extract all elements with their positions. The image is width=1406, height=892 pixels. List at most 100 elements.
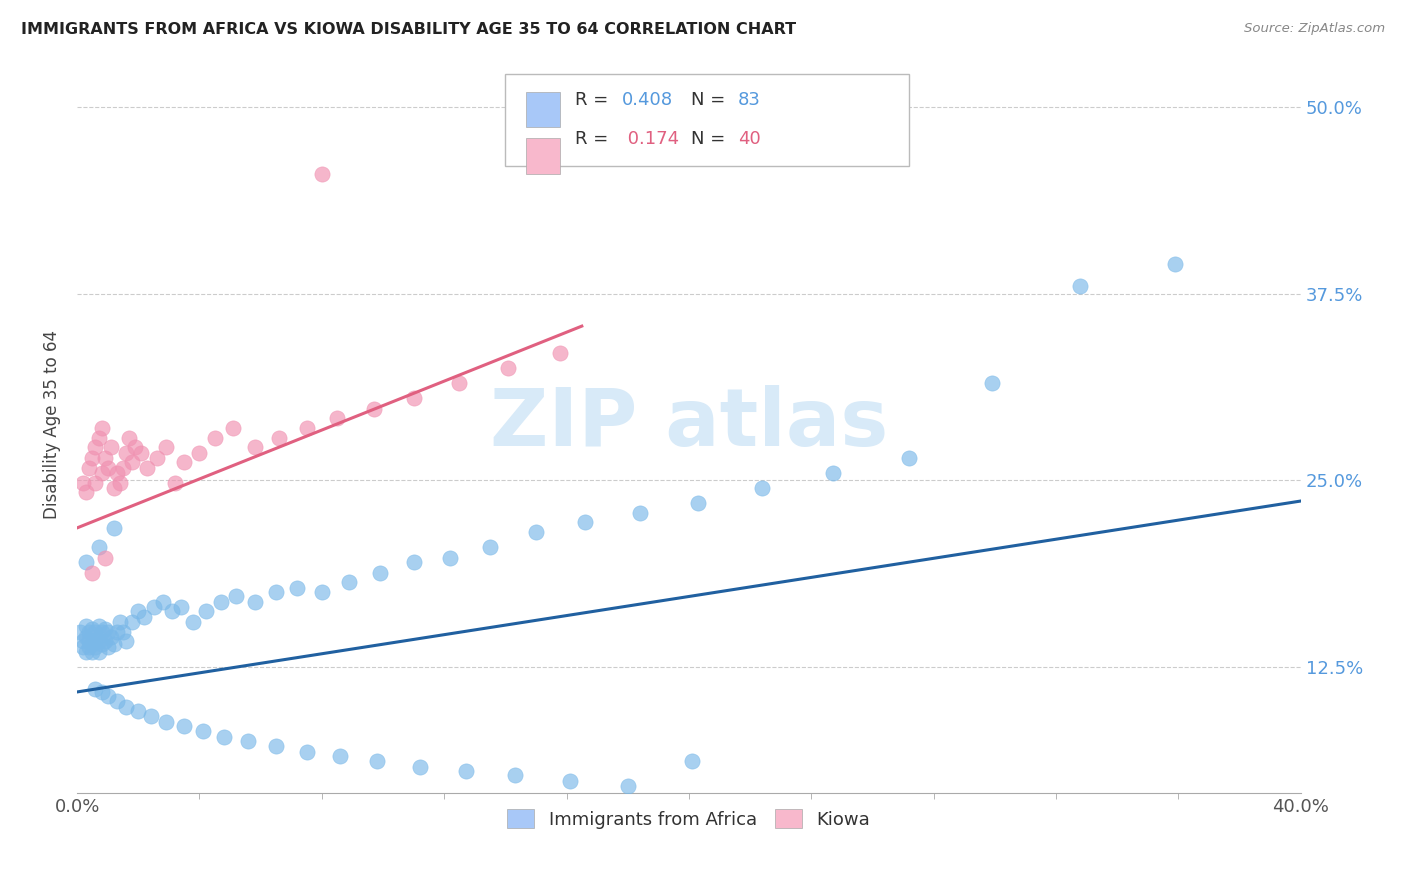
Point — [90, 625, 112, 640]
Point — [155, 441, 177, 455]
Point — [183, 615, 205, 629]
Point — [84, 625, 107, 640]
Point — [87, 634, 110, 648]
Point — [238, 734, 260, 748]
Point — [163, 476, 186, 491]
Point — [103, 637, 125, 651]
Point — [79, 634, 101, 648]
Point — [326, 410, 349, 425]
Point — [75, 485, 97, 500]
Y-axis label: Disability Age 35 to 64: Disability Age 35 to 64 — [44, 330, 60, 519]
Point — [90, 685, 112, 699]
Point — [84, 441, 107, 455]
Point — [93, 622, 115, 636]
Point — [550, 346, 572, 360]
Point — [115, 634, 138, 648]
Point — [681, 754, 703, 768]
Point — [127, 604, 149, 618]
Point — [1164, 257, 1187, 271]
Point — [311, 585, 333, 599]
Point — [97, 625, 120, 640]
Point — [402, 391, 425, 405]
Point — [72, 476, 94, 491]
Point — [79, 461, 101, 475]
Point — [100, 630, 122, 644]
FancyBboxPatch shape — [526, 92, 561, 128]
Point — [686, 495, 709, 509]
Text: 83: 83 — [738, 91, 761, 109]
Point — [111, 625, 134, 640]
Text: 40: 40 — [738, 130, 761, 148]
Point — [225, 590, 247, 604]
Point — [108, 615, 131, 629]
Point — [90, 637, 112, 651]
Point — [93, 550, 115, 565]
Text: IMMIGRANTS FROM AFRICA VS KIOWA DISABILITY AGE 35 TO 64 CORRELATION CHART: IMMIGRANTS FROM AFRICA VS KIOWA DISABILI… — [21, 22, 796, 37]
Point — [898, 450, 921, 465]
Point — [75, 630, 97, 644]
Point — [194, 604, 217, 618]
Point — [139, 708, 162, 723]
Legend: Immigrants from Africa, Kiowa: Immigrants from Africa, Kiowa — [501, 802, 877, 836]
Point — [75, 645, 97, 659]
Point — [97, 640, 120, 655]
Point — [980, 376, 1002, 391]
Text: N =: N = — [692, 91, 731, 109]
Point — [124, 441, 146, 455]
Point — [524, 525, 547, 540]
Point — [751, 481, 773, 495]
Point — [155, 714, 177, 729]
Point — [366, 754, 388, 768]
Point — [69, 625, 91, 640]
Point — [285, 581, 308, 595]
Point — [152, 595, 174, 609]
Point — [295, 745, 318, 759]
Point — [264, 585, 287, 599]
Point — [170, 599, 193, 614]
Point — [97, 461, 120, 475]
Point — [105, 466, 128, 480]
Point — [82, 450, 104, 465]
Point — [118, 431, 141, 445]
Point — [87, 541, 110, 555]
Point — [82, 645, 104, 659]
Point — [243, 441, 266, 455]
Point — [558, 774, 581, 789]
Point — [498, 361, 520, 376]
Text: 0.174: 0.174 — [621, 130, 679, 148]
Text: 0.408: 0.408 — [621, 91, 672, 109]
Point — [84, 476, 107, 491]
Point — [574, 515, 596, 529]
Point — [142, 599, 165, 614]
Point — [115, 699, 138, 714]
Point — [454, 764, 477, 778]
Point — [108, 476, 131, 491]
Point — [75, 555, 97, 569]
Point — [131, 446, 153, 460]
Point — [127, 704, 149, 718]
Point — [337, 574, 360, 589]
FancyBboxPatch shape — [526, 138, 561, 174]
Point — [84, 632, 107, 647]
Point — [191, 723, 214, 738]
Point — [121, 615, 143, 629]
Point — [82, 637, 104, 651]
Point — [209, 595, 232, 609]
Point — [87, 431, 110, 445]
Point — [105, 694, 128, 708]
Point — [449, 376, 471, 391]
Point — [97, 690, 120, 704]
Point — [363, 401, 385, 416]
FancyBboxPatch shape — [505, 74, 910, 166]
Point — [100, 441, 122, 455]
Point — [503, 768, 526, 782]
Point — [1069, 279, 1091, 293]
Point — [408, 759, 430, 773]
Point — [72, 640, 94, 655]
Point — [479, 541, 502, 555]
Point — [311, 168, 333, 182]
Point — [93, 450, 115, 465]
Point — [616, 779, 638, 793]
Point — [105, 625, 128, 640]
Point — [264, 739, 287, 753]
